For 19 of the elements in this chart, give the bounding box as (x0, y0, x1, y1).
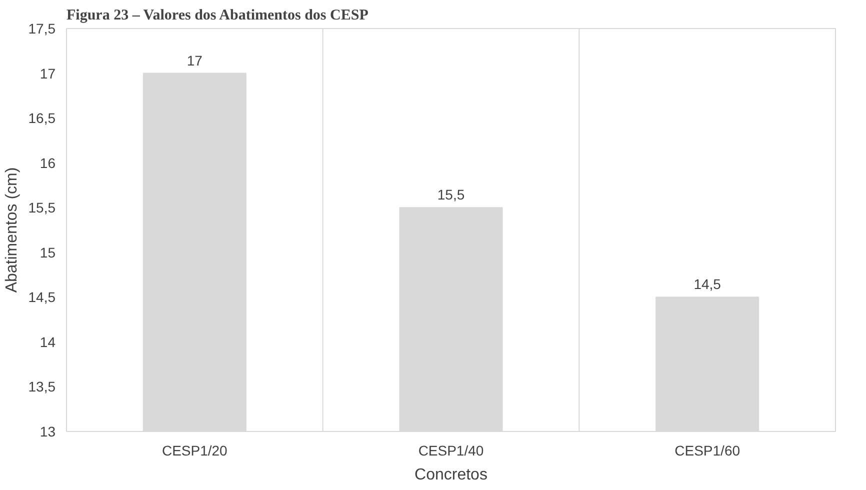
y-tick-label: 15 (40, 244, 56, 260)
y-tick-label: 17,5 (28, 20, 56, 36)
x-tick-label: CESP1/40 (418, 442, 484, 458)
y-tick-label: 13,5 (28, 378, 56, 395)
x-axis-title: Concretos (414, 466, 488, 484)
y-axis-title: Abatimentos (cm) (3, 167, 20, 293)
x-tick-label: CESP1/20 (162, 442, 228, 458)
y-tick-label: 14,5 (28, 289, 56, 306)
y-tick-label: 16,5 (28, 110, 56, 126)
data-label: 15,5 (437, 186, 465, 203)
x-tick-label: CESP1/60 (674, 442, 740, 458)
y-tick-label: 13 (40, 424, 56, 440)
y-tick-label: 15,5 (28, 200, 56, 216)
y-tick-label: 17 (40, 65, 56, 82)
y-tick-label: 14 (40, 334, 56, 350)
y-tick-label: 16 (40, 154, 56, 171)
data-label: 17 (186, 52, 203, 68)
chart-title: Figura 23 – Valores dos Abatimentos dos CESP (66, 8, 368, 24)
data-label: 14,5 (694, 276, 722, 292)
